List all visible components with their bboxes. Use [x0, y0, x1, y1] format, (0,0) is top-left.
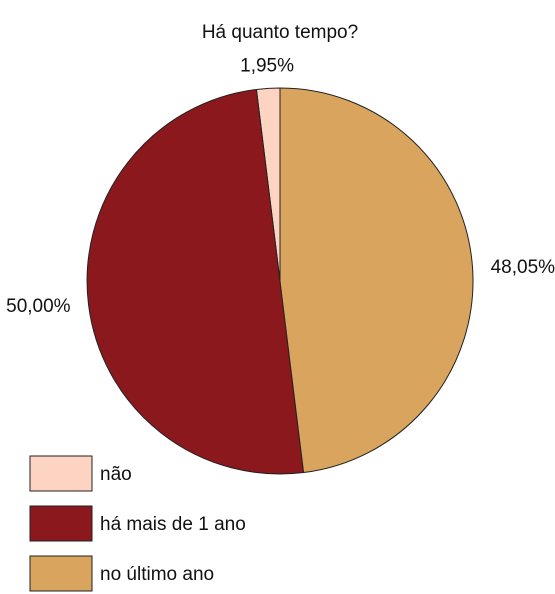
legend-label: no último ano	[100, 564, 214, 585]
legend-swatch	[29, 555, 93, 592]
data-label: 1,95%	[240, 55, 294, 76]
pie-slice	[86, 88, 305, 475]
data-label: 48,05%	[491, 257, 555, 278]
legend-label: não	[100, 464, 132, 485]
legend-label: há mais de 1 ano	[100, 514, 246, 535]
pie-slice	[279, 87, 474, 474]
legend-swatch	[29, 505, 93, 542]
data-label: 50,00%	[6, 296, 71, 317]
chart-title: Há quanto tempo?	[202, 22, 358, 43]
legend-swatch	[29, 455, 93, 492]
